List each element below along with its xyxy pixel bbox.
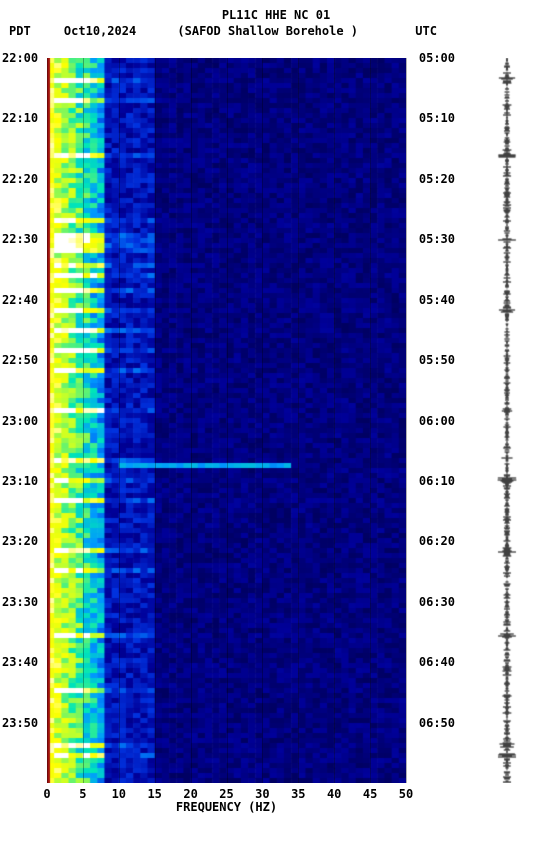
right-tz-label: UTC [415,24,437,38]
xaxis-tick: 50 [394,787,418,801]
xaxis-tick: 30 [250,787,274,801]
left-time-tick: 22:40 [2,293,44,307]
right-time-tick: 06:10 [410,474,455,488]
right-time-tick: 06:20 [410,534,455,548]
xaxis-tick: 45 [358,787,382,801]
xgrid-line [370,58,371,783]
left-time-tick: 22:30 [2,232,44,246]
right-time-tick: 06:50 [410,716,455,730]
left-time-tick: 22:50 [2,353,44,367]
right-time-tick: 05:00 [410,51,455,65]
xaxis-tick: 0 [35,787,59,801]
xgrid-line [47,58,48,783]
date-label: Oct10,2024 [64,24,136,38]
right-time-tick: 05:40 [410,293,455,307]
xaxis-tick: 35 [286,787,310,801]
chart-title: PL11C HHE NC 01 [0,8,552,22]
right-time-tick: 06:40 [410,655,455,669]
xgrid-line [298,58,299,783]
left-time-tick: 23:50 [2,716,44,730]
xaxis-label: FREQUENCY (HZ) [47,800,406,814]
xaxis-tick: 15 [143,787,167,801]
right-time-tick: 05:30 [410,232,455,246]
xgrid-line [155,58,156,783]
waveform-track [497,58,517,783]
right-time-tick: 05:10 [410,111,455,125]
xaxis-tick: 5 [71,787,95,801]
left-time-tick: 23:20 [2,534,44,548]
right-time-tick: 05:50 [410,353,455,367]
xgrid-line [119,58,120,783]
station-label: (SAFOD Shallow Borehole ) [177,24,358,38]
left-time-tick: 23:00 [2,414,44,428]
xaxis-tick: 40 [322,787,346,801]
left-time-tick: 22:20 [2,172,44,186]
xaxis-tick: 25 [215,787,239,801]
xgrid-line [83,58,84,783]
left-time-tick: 23:30 [2,595,44,609]
xgrid-line [227,58,228,783]
left-time-tick: 23:10 [2,474,44,488]
right-time-tick: 06:30 [410,595,455,609]
xgrid-line [262,58,263,783]
chart-subtitle: PDT Oct10,2024 (SAFOD Shallow Borehole )… [0,24,552,38]
xaxis-tick: 20 [179,787,203,801]
right-time-tick: 06:00 [410,414,455,428]
left-time-tick: 22:10 [2,111,44,125]
left-time-tick: 22:00 [2,51,44,65]
xgrid-line [334,58,335,783]
xgrid-line [191,58,192,783]
right-time-tick: 05:20 [410,172,455,186]
left-tz-label: PDT [9,24,31,38]
left-time-tick: 23:40 [2,655,44,669]
xgrid-line [406,58,407,783]
xaxis-tick: 10 [107,787,131,801]
